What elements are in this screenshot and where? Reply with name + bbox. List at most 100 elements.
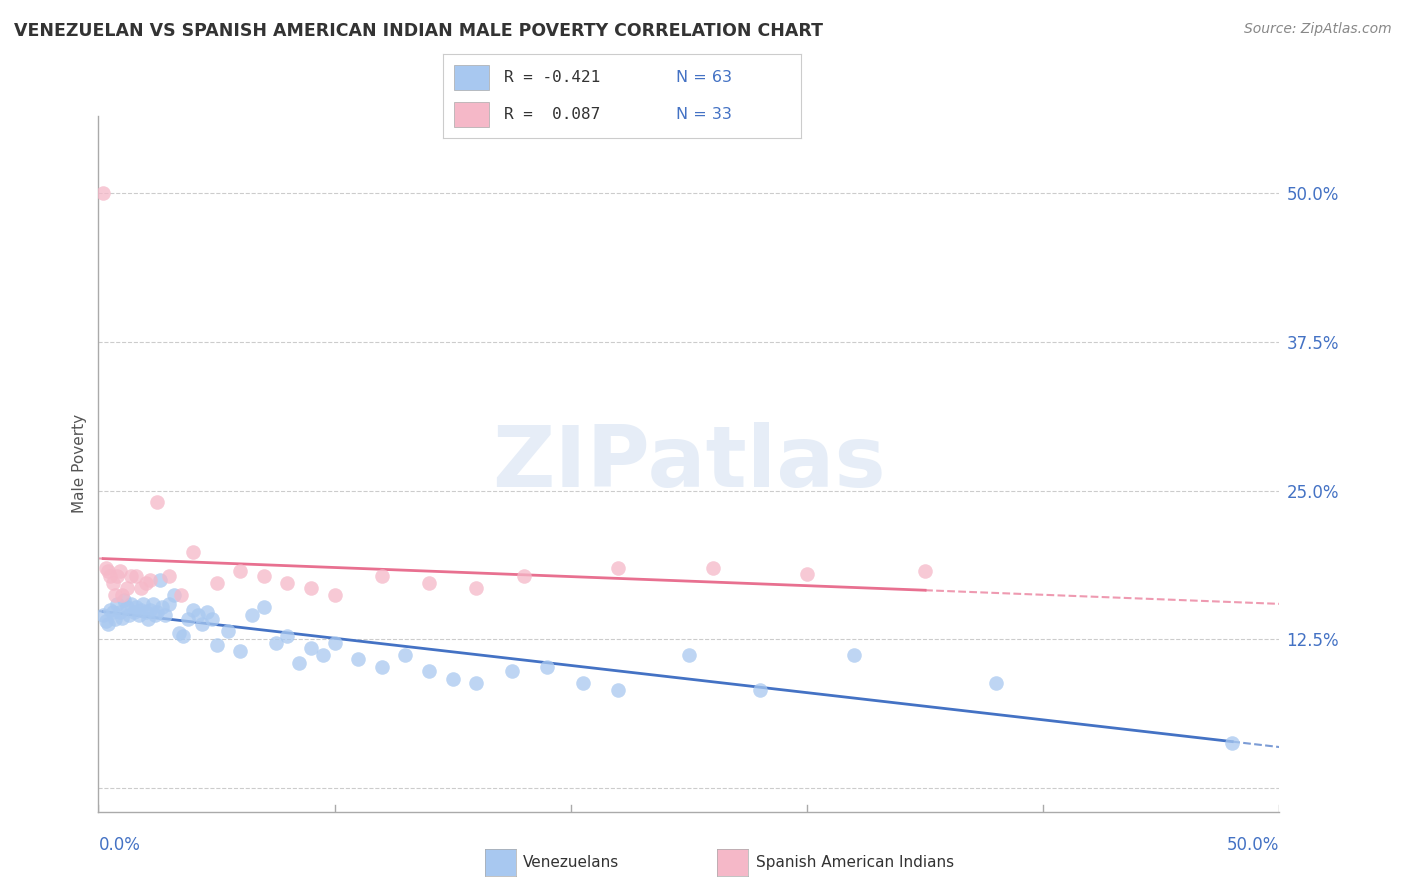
Point	[323, 636, 346, 650]
Point	[167, 626, 190, 640]
Text: 0.0%: 0.0%	[98, 836, 141, 854]
Point	[205, 576, 228, 591]
Text: Source: ZipAtlas.com: Source: ZipAtlas.com	[1244, 22, 1392, 37]
Point	[143, 608, 166, 623]
Point	[149, 573, 172, 587]
Point	[129, 581, 152, 595]
Point	[150, 600, 173, 615]
Point	[914, 565, 936, 579]
Point	[371, 569, 394, 583]
Point	[111, 611, 134, 625]
Point	[132, 597, 155, 611]
Point	[312, 648, 335, 662]
Point	[146, 495, 169, 509]
Point	[91, 186, 114, 201]
Point	[512, 569, 534, 583]
Text: Venezuelans: Venezuelans	[523, 855, 619, 870]
Point	[181, 545, 204, 559]
Y-axis label: Male Poverty: Male Poverty	[72, 414, 87, 514]
Point	[163, 588, 186, 602]
Point	[205, 638, 228, 652]
Point	[264, 636, 287, 650]
Point	[97, 616, 120, 631]
FancyBboxPatch shape	[454, 64, 489, 90]
Text: N = 63: N = 63	[676, 70, 733, 85]
Point	[748, 683, 770, 698]
Text: ZIPatlas: ZIPatlas	[492, 422, 886, 506]
Point	[97, 565, 120, 579]
Point	[418, 576, 440, 591]
Point	[101, 576, 124, 591]
Point	[115, 581, 138, 595]
Point	[1220, 736, 1243, 750]
Point	[105, 597, 128, 611]
Point	[394, 648, 416, 662]
Point	[121, 597, 143, 611]
Point	[121, 569, 143, 583]
Point	[195, 605, 218, 619]
Point	[157, 569, 180, 583]
Point	[111, 588, 134, 602]
Point	[465, 676, 488, 690]
Point	[347, 652, 370, 666]
Point	[187, 608, 209, 623]
Point	[299, 640, 322, 655]
Point	[98, 569, 121, 583]
Point	[139, 602, 162, 616]
Point	[536, 659, 558, 673]
Point	[217, 624, 239, 638]
Point	[418, 665, 440, 679]
Point	[465, 581, 488, 595]
Text: 50.0%: 50.0%	[1227, 836, 1279, 854]
FancyBboxPatch shape	[454, 102, 489, 128]
Point	[323, 588, 346, 602]
Point	[122, 605, 145, 619]
Point	[678, 648, 700, 662]
Point	[112, 593, 135, 607]
Point	[607, 561, 630, 575]
Point	[98, 602, 121, 616]
Text: R = -0.421: R = -0.421	[503, 70, 600, 85]
Point	[101, 605, 124, 619]
Point	[153, 608, 176, 623]
Point	[441, 672, 464, 686]
Point	[128, 608, 150, 623]
Point	[240, 608, 263, 623]
Point	[501, 665, 523, 679]
Point	[229, 644, 252, 658]
Point	[115, 600, 138, 615]
Text: N = 33: N = 33	[676, 107, 731, 122]
Point	[702, 561, 724, 575]
Point	[177, 612, 200, 626]
Point	[984, 676, 1007, 690]
Point	[571, 676, 593, 690]
Point	[104, 588, 127, 602]
Point	[104, 612, 127, 626]
Point	[844, 648, 866, 662]
Point	[136, 612, 159, 626]
Text: Spanish American Indians: Spanish American Indians	[756, 855, 955, 870]
Point	[94, 561, 117, 575]
Point	[105, 569, 128, 583]
Point	[125, 600, 148, 615]
Point	[253, 600, 276, 615]
Point	[288, 656, 311, 670]
Point	[253, 569, 276, 583]
Point	[139, 573, 162, 587]
Text: VENEZUELAN VS SPANISH AMERICAN INDIAN MALE POVERTY CORRELATION CHART: VENEZUELAN VS SPANISH AMERICAN INDIAN MA…	[14, 22, 823, 40]
Point	[229, 565, 252, 579]
Point	[299, 581, 322, 595]
Point	[91, 608, 114, 623]
Point	[125, 569, 148, 583]
Point	[108, 565, 131, 579]
Point	[170, 588, 193, 602]
Point	[796, 566, 818, 581]
Point	[135, 605, 157, 619]
Point	[94, 615, 117, 629]
Point	[118, 608, 141, 623]
Point	[108, 605, 131, 619]
Point	[191, 616, 214, 631]
Point	[276, 576, 298, 591]
Point	[276, 629, 298, 643]
Point	[135, 576, 157, 591]
